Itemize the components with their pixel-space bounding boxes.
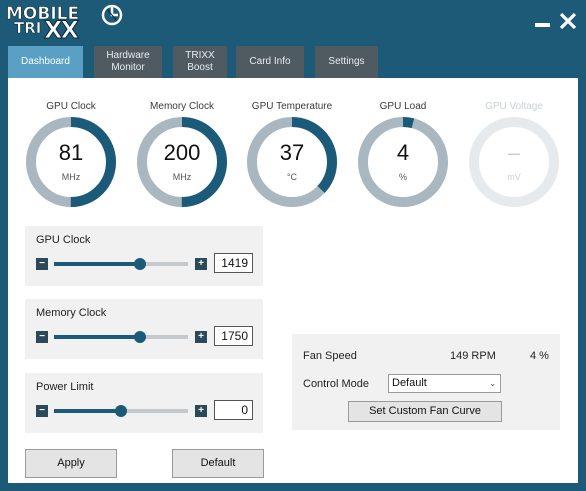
gauge-fill-arc [26,117,116,207]
power-limit-slider[interactable] [54,405,188,417]
memory-clock-increase-button[interactable]: + [195,331,207,343]
gpu-clock-slider[interactable] [54,258,188,270]
slider-fill [54,335,140,339]
tab-label: Settings [328,56,365,67]
gpu-clock-input[interactable]: 1419 [214,253,253,273]
gauge-ring: – mV [468,116,560,208]
logo-text-mobile: MOBILE [6,4,80,25]
slider-label: Memory Clock [36,307,107,319]
slider-fill [54,262,140,266]
gauge-label: GPU Clock [46,101,96,112]
gauge-ring-graphic [247,117,337,207]
gauge-ring: 81 MHz [25,116,117,208]
memory-clock-gauge: Memory Clock 200 MHz [136,100,228,208]
power-limit-decrease-button[interactable]: − [36,405,48,417]
logo-emblem-icon [101,4,123,26]
minimize-button[interactable] [532,10,554,32]
tab-card-info[interactable]: Card Info [236,46,304,78]
close-icon [559,12,577,30]
tab-dashboard[interactable]: Dashboard [8,46,83,78]
slider-thumb[interactable] [133,331,146,343]
tab-hardware-monitor[interactable]: Hardware Monitor [94,46,162,78]
fan-control-panel: Fan Speed 149 RPM 4 % Control Mode Defau… [292,334,560,430]
gpu-clock-increase-button[interactable]: + [195,258,207,270]
slider-label: Power Limit [36,381,94,393]
gauge-ring-graphic [137,117,227,207]
gauge-label: GPU Voltage [485,101,543,112]
minimize-icon [535,23,550,27]
gauge-ring: 4 % [357,116,449,208]
slider-thumb[interactable] [115,405,127,417]
gauge-ring-graphic [469,117,559,207]
memory-clock-slider[interactable] [54,331,188,343]
gauge-value: 37 [279,140,305,165]
gpu-temperature-gauge: GPU Temperature 37 °C [246,100,338,208]
tab-settings[interactable]: Settings [315,46,378,78]
gauge-ring: 200 MHz [136,116,228,208]
gpu-voltage-gauge: GPU Voltage – mV [468,100,560,208]
memory-clock-decrease-button[interactable]: − [36,331,48,343]
slider-fill [54,409,121,413]
gpu-load-gauge: GPU Load 4 % [357,100,449,208]
control-mode-label: Control Mode [303,378,370,390]
memory-clock-slider-panel: Memory Clock − + 1750 [25,299,263,359]
gauge-unit: °C [286,172,298,182]
gauge-unit: MHz [61,172,81,182]
tab-label: Hardware Monitor [106,50,150,73]
power-limit-increase-button[interactable]: + [195,405,207,417]
chevron-down-icon: ⌄ [489,379,496,388]
control-mode-value: Default [392,377,427,389]
set-custom-fan-curve-button[interactable]: Set Custom Fan Curve [348,401,502,422]
slider-thumb[interactable] [133,258,146,270]
gpu-clock-slider-panel: GPU Clock − + 1419 [25,226,263,286]
gauge-unit: mV [507,172,521,182]
gauge-ring-graphic [26,117,116,207]
gauge-unit: MHz [172,172,192,182]
gauge-value: 81 [58,140,84,165]
gauge-label: GPU Load [379,101,427,112]
title-bar: MOBILE TRI XX [0,0,586,46]
app-logo: MOBILE TRI XX [6,2,130,45]
gauge-fill-arc [247,117,337,207]
fan-speed-rpm: 149 RPM [450,350,496,362]
gauge-fill-arc [358,117,448,207]
gauge-value: 4 [396,140,410,165]
tab-trixx-boost[interactable]: TRIXX Boost [173,46,227,78]
gauge-ring-graphic [358,117,448,207]
gauge-label: Memory Clock [150,101,214,112]
fan-speed-label: Fan Speed [303,350,357,362]
tab-bar: Dashboard Hardware Monitor TRIXX Boost C… [0,46,586,78]
gauge-value: – [507,140,521,165]
tab-label: Dashboard [21,56,70,67]
logo-text-tri: TRI [14,19,42,38]
dashboard-panel: GPU Clock 81 MHz Memory Clock 200 MHz GP… [8,78,578,483]
gauge-unit: % [398,172,407,182]
fan-speed-percent: 4 % [530,350,549,362]
gauge-ring: 37 °C [246,116,338,208]
tab-label: Card Info [249,56,291,67]
memory-clock-input[interactable]: 1750 [214,326,253,346]
apply-button[interactable]: Apply [25,449,117,478]
gauge-fill-arc [137,117,227,207]
gauge-label: GPU Temperature [251,101,333,112]
power-limit-slider-panel: Power Limit − + 0 [25,373,263,433]
tab-label: TRIXX Boost [185,50,215,73]
slider-label: GPU Clock [36,234,91,246]
gpu-clock-gauge: GPU Clock 81 MHz [25,100,117,208]
gpu-clock-decrease-button[interactable]: − [36,258,48,270]
control-mode-select[interactable]: Default ⌄ [388,374,501,393]
logo-text-xx: XX [43,16,79,45]
default-button[interactable]: Default [172,449,264,478]
power-limit-input[interactable]: 0 [214,400,253,420]
close-button[interactable] [557,10,579,32]
gauge-value: 200 [163,140,201,165]
